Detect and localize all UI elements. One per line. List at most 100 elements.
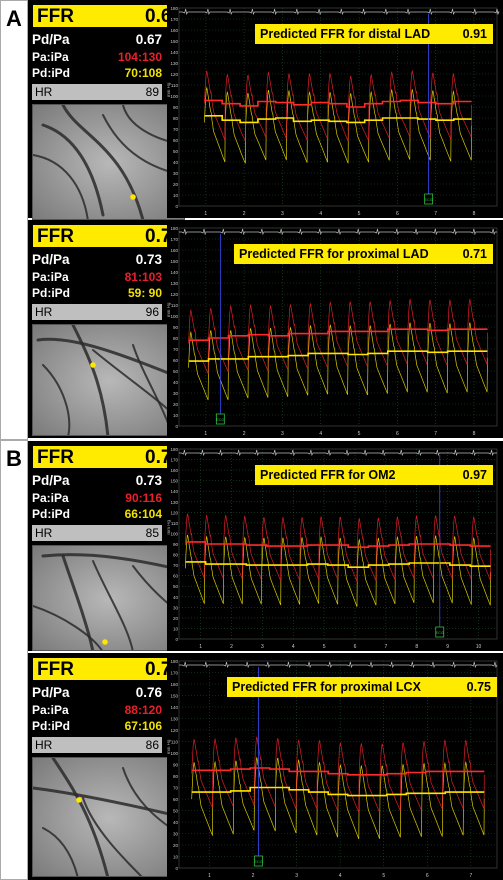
ffr-box: FFR 0.73 xyxy=(32,224,189,248)
pa-value: 81:103 xyxy=(124,270,162,284)
y-tick-label: 10 xyxy=(173,855,179,860)
y-tick-label: 60 xyxy=(173,358,179,363)
section-b-label: B xyxy=(6,446,22,471)
y-tick-label: 80 xyxy=(173,774,179,779)
measurement-panel-1: FFR 0.67 Pd/Pa 0.67 Pa:iPa 104:130 Pd:iP… xyxy=(28,0,503,220)
y-tick-label: 150 xyxy=(170,39,178,44)
predicted-ffr-box: Predicted FFR for OM2 0.97 xyxy=(255,465,493,485)
y-tick-label: 80 xyxy=(173,336,179,341)
y-tick-label: 180 xyxy=(170,659,178,664)
predicted-ffr-value: 0.71 xyxy=(462,247,487,261)
y-tick-label: 160 xyxy=(170,248,178,253)
pdpa-value: 0.76 xyxy=(135,685,162,700)
y-axis-unit: mm Hg xyxy=(167,739,171,754)
pressure-chart: 180 170 160 150 140 130 120 110 100 90 80 70 60 50 40 3… xyxy=(167,220,503,438)
x-tick-label: 2 xyxy=(243,431,246,437)
x-tick-label: 3 xyxy=(261,644,264,650)
y-tick-label: 110 xyxy=(171,521,179,526)
predicted-ffr-label: Predicted FFR for proximal LCX xyxy=(232,680,421,694)
x-tick-label: 9 xyxy=(446,644,449,650)
y-tick-label: 90 xyxy=(173,325,179,330)
pa-value: 90:116 xyxy=(125,491,162,505)
angiogram-image xyxy=(32,104,185,220)
mean-pa-line xyxy=(185,541,491,548)
y-tick-label: 90 xyxy=(173,542,179,547)
y-tick-label: 50 xyxy=(173,369,179,374)
pdpa-label: Pd/Pa xyxy=(32,685,70,700)
x-tick-label: 7 xyxy=(384,644,387,650)
y-tick-label: 170 xyxy=(170,671,178,676)
y-tick-label: 130 xyxy=(170,61,178,66)
y-tick-label: 160 xyxy=(170,682,178,687)
y-tick-label: 20 xyxy=(173,402,179,407)
y-tick-label: 70 xyxy=(173,127,179,132)
ecg-marker xyxy=(424,193,434,205)
predicted-ffr-value: 0.91 xyxy=(462,27,487,41)
pdpa-row: Pd/Pa 0.76 xyxy=(32,685,162,701)
ecg-marker-label: ECG xyxy=(216,418,224,422)
predicted-ffr-box: Predicted FFR for proximal LCX 0.75 xyxy=(227,677,497,697)
y-tick-label: 150 xyxy=(170,259,178,264)
pd-waveform xyxy=(188,322,488,401)
pdpa-row: Pd/Pa 0.73 xyxy=(32,473,162,489)
y-tick-label: 140 xyxy=(170,489,178,494)
pa-label: Pa:iPa xyxy=(32,270,69,284)
pd-label: Pd:iPd xyxy=(32,719,70,733)
y-tick-label: 70 xyxy=(173,563,179,568)
x-tick-label: 4 xyxy=(319,431,322,437)
pressure-chart: 180 170 160 150 140 130 120 110 100 90 80 70 60 50 40 3… xyxy=(167,653,503,880)
ecg-marker xyxy=(254,855,263,867)
x-tick-label: 2 xyxy=(252,873,255,879)
predicted-ffr-label: Predicted FFR for OM2 xyxy=(260,468,396,482)
mean-pa-line xyxy=(204,99,472,108)
section-b-bar xyxy=(0,440,28,880)
ecg-marker xyxy=(215,413,225,425)
ffr-box: FFR 0.76 xyxy=(32,657,189,681)
angiogram-image xyxy=(32,545,185,651)
pdpa-value: 0.73 xyxy=(135,252,162,267)
measurement-panel-4: FFR 0.76 Pd/Pa 0.76 Pa:iPa 88:120 Pd:iPd… xyxy=(28,653,503,880)
y-axis-unit: mm Hg xyxy=(167,520,171,535)
y-tick-label: 20 xyxy=(173,616,179,621)
angiogram-image xyxy=(32,324,185,436)
y-tick-label: 100 xyxy=(170,751,178,756)
pa-row: Pa:iPa 81:103 xyxy=(32,270,162,286)
x-tick-label: 8 xyxy=(473,211,476,217)
section-a-label: A xyxy=(6,6,22,31)
x-tick-label: 8 xyxy=(473,431,476,437)
ecg-marker-label: ECG xyxy=(254,860,262,864)
pd-row: Pd:iPd 66:104 xyxy=(32,507,162,523)
mean-pd-line xyxy=(185,561,491,568)
measurement-panel-3: FFR 0.73 Pd/Pa 0.73 Pa:iPa 90:116 Pd:iPd… xyxy=(28,441,503,651)
section-a-bar xyxy=(0,0,28,440)
hr-box: HR 86 xyxy=(32,737,162,753)
y-tick-label: 20 xyxy=(173,843,179,848)
ecg-trace xyxy=(179,228,497,236)
y-tick-label: 10 xyxy=(173,413,179,418)
y-tick-label: 50 xyxy=(173,584,179,589)
x-tick-label: 2 xyxy=(243,211,246,217)
mean-pd-line xyxy=(191,786,485,797)
pa-row: Pa:iPa 104:130 xyxy=(32,50,162,66)
pd-value: 66:104 xyxy=(124,507,162,521)
y-tick-label: 140 xyxy=(170,270,178,275)
pa-waveform xyxy=(188,298,488,374)
x-tick-label: 3 xyxy=(281,431,284,437)
y-tick-label: 0 xyxy=(175,637,178,642)
y-tick-label: 180 xyxy=(170,6,178,11)
y-tick-label: 110 xyxy=(171,303,179,308)
y-tick-label: 60 xyxy=(173,574,179,579)
pd-label: Pd:iPd xyxy=(32,66,70,80)
y-tick-label: 70 xyxy=(173,786,179,791)
x-tick-label: 4 xyxy=(292,644,295,650)
hr-box: HR 96 xyxy=(32,304,162,320)
x-tick-label: 2 xyxy=(230,644,233,650)
angiogram-image xyxy=(32,757,185,877)
pd-row: Pd:iPd 67:106 xyxy=(32,719,162,735)
pd-row: Pd:iPd 59: 90 xyxy=(32,286,162,302)
x-tick-label: 7 xyxy=(434,431,437,437)
mean-pa-line xyxy=(188,328,488,341)
lesion-marker xyxy=(130,194,136,200)
hr-value: 89 xyxy=(145,85,159,99)
x-tick-label: 7 xyxy=(469,873,472,879)
